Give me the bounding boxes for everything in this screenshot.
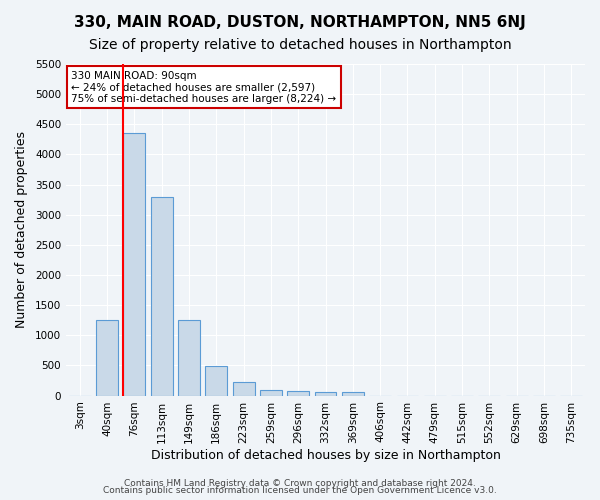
Bar (178, 320, 200, 396)
Text: Contains HM Land Registry data © Crown copyright and database right 2024.: Contains HM Land Registry data © Crown c… (124, 478, 476, 488)
X-axis label: Distribution of detached houses by size in Northampton: Distribution of detached houses by size … (151, 450, 500, 462)
Bar (314, 392, 337, 396)
Bar (205, 366, 227, 396)
Bar (287, 392, 309, 396)
Bar (124, 134, 145, 396)
Bar (151, 196, 173, 396)
Bar (342, 392, 364, 396)
Text: 330 MAIN ROAD: 90sqm
← 24% of detached houses are smaller (2,597)
75% of semi-de: 330 MAIN ROAD: 90sqm ← 24% of detached h… (71, 70, 337, 104)
Bar (233, 382, 254, 396)
Bar (260, 390, 282, 396)
Y-axis label: Number of detached properties: Number of detached properties (15, 132, 28, 328)
Text: 330, MAIN ROAD, DUSTON, NORTHAMPTON, NN5 6NJ: 330, MAIN ROAD, DUSTON, NORTHAMPTON, NN5… (74, 15, 526, 30)
Bar (96, 320, 118, 396)
Text: Size of property relative to detached houses in Northampton: Size of property relative to detached ho… (89, 38, 511, 52)
Text: Contains public sector information licensed under the Open Government Licence v3: Contains public sector information licen… (103, 486, 497, 495)
